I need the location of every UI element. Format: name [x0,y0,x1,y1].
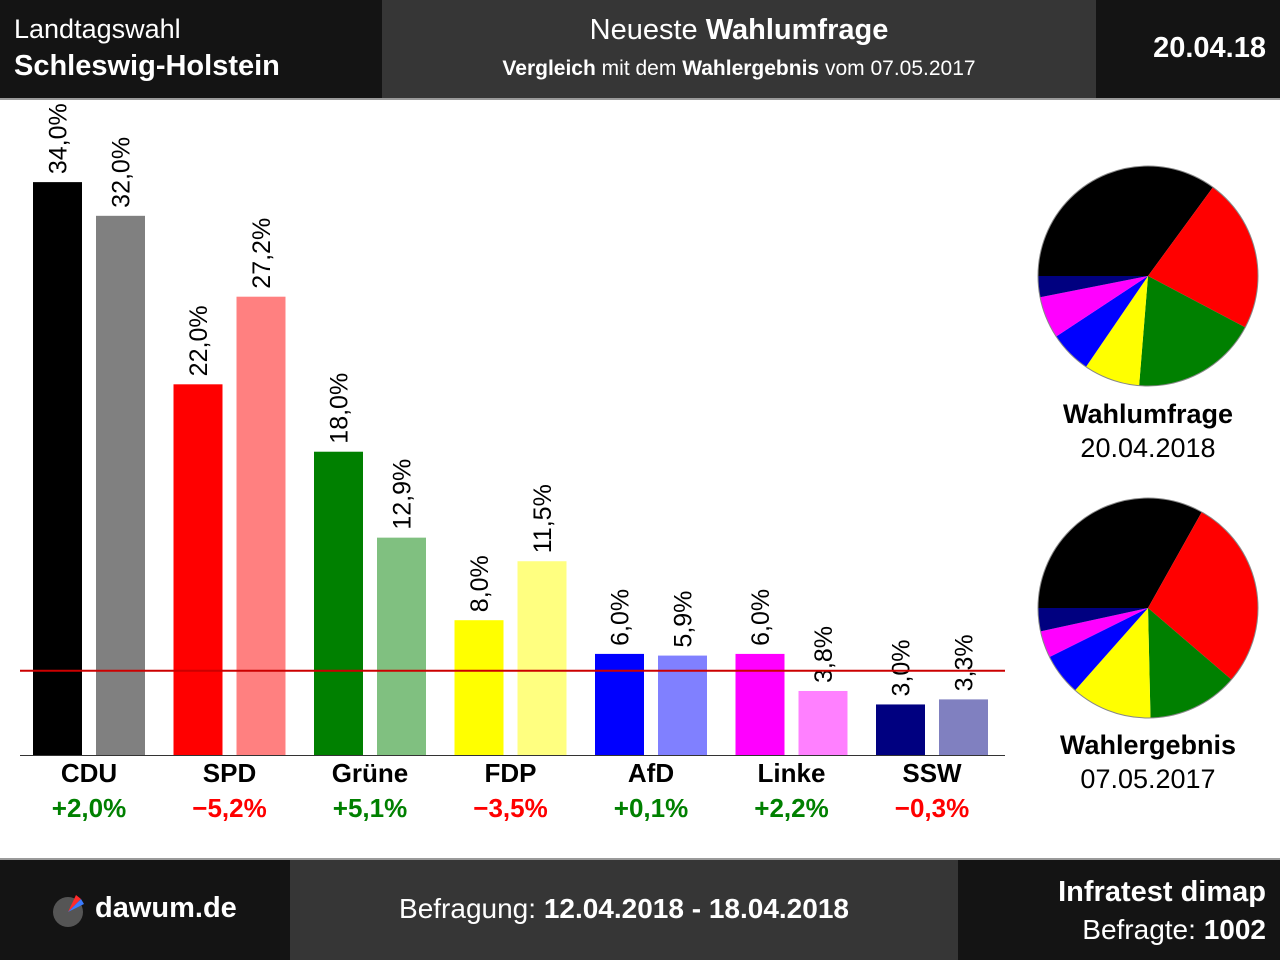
bar-value-label: 12,9% [389,459,417,530]
bar-linke-ergebnis [798,690,848,755]
bar-afd-umfrage [595,653,644,755]
difference-label: +2,2% [754,793,828,823]
chart-area: 34,0% 32,0% CDU +2,0% 22,0% 27,2% SPD −5,2% 18,0… [20,103,1259,823]
bar-value-label: 32,0% [108,137,136,208]
respondents: Befragte: 1002 [1082,914,1266,946]
respondents-value: 1002 [1203,914,1266,945]
difference-label: +0,1% [614,793,688,823]
pie-ergebnis-slice-spd [1148,512,1259,680]
pie-umfrage-slice-grüne [1139,276,1246,387]
bar-spd-umfrage [173,384,223,755]
bar-grüne-ergebnis [377,537,426,755]
pie-umfrage-slice-ssw [1038,276,1148,298]
footer-left: dawum.de [0,860,290,960]
subtitle-plain-1: mit dem [601,57,677,80]
difference-label: +2,0% [52,793,126,823]
bar-ssw-ergebnis [939,699,988,755]
pie-umfrage-subtitle: 20.04.2018 [1080,433,1215,463]
bar-value-label: 5,9% [670,591,698,648]
header-divider [0,98,1280,100]
respondents-label: Befragte: [1082,914,1196,945]
title-bold: Wahlumfrage [705,14,889,46]
title-plain: Neueste [589,14,698,46]
institute-name: Infratest dimap [1058,876,1266,908]
pie-ergebnis-outline [1037,497,1259,719]
footer-divider [0,858,1280,860]
state-name: Schleswig-Holstein [14,50,280,82]
difference-label: +5,1% [333,793,407,823]
bar-value-label: 18,0% [326,373,354,444]
difference-label: −0,3% [895,793,969,823]
pie-ergebnis-slice-afd [1049,608,1148,691]
bar-cdu-ergebnis [96,215,145,756]
bar-value-label: 34,0% [45,103,73,174]
bar-fdp-ergebnis [517,561,567,755]
bar-value-label: 11,5% [529,484,557,553]
dawum-logo-icon [53,895,84,927]
bar-ssw-umfrage [876,704,925,755]
footer-right: Infratest dimap Befragte: 1002 [958,860,1280,960]
category-label: SSW [902,758,962,788]
category-label: Grüne [332,758,409,788]
bar-afd-ergebnis [658,655,707,755]
bar-value-label: 6,0% [747,589,775,646]
header-subtitle: Vergleich mit dem Wahlergebnis vom 07.05… [382,57,1096,81]
footer-center: Befragung: 12.04.2018 - 18.04.2018 [290,860,958,960]
bar-linke-umfrage [735,653,785,755]
pie-umfrage-slice-linke [1040,276,1148,337]
header: Landtagswahl Schleswig-Holstein Neueste … [0,0,1280,98]
survey-period: Befragung: 12.04.2018 - 18.04.2018 [290,893,958,925]
subtitle-bold-1: Vergleich [502,57,596,80]
pie-umfrage-outline [1037,165,1259,387]
pie-ergebnis-slice-grüne [1148,608,1232,718]
survey-label: Befragung: [399,893,537,924]
pie-ergebnis-slice-linke [1040,608,1148,658]
bar-fdp-umfrage [454,620,504,755]
header-right: 20.04.18 [1096,0,1280,98]
bar-cdu-umfrage [33,182,82,755]
pie-ergebnis-slice-cdu [1038,497,1202,608]
category-label: Linke [758,758,826,788]
pie-ergebnis-subtitle: 07.05.2017 [1080,764,1215,794]
pie-ergebnis-title: Wahlergebnis [1060,730,1236,760]
category-label: FDP [485,758,537,788]
header-left: Landtagswahl Schleswig-Holstein [0,0,382,98]
subtitle-plain-2: vom 07.05.2017 [824,57,976,80]
bar-grüne-umfrage [314,451,363,755]
difference-label: −3,5% [473,793,547,823]
subtitle-bold-2: Wahlergebnis [682,57,820,80]
footer: dawum.de Befragung: 12.04.2018 - 18.04.2… [0,860,1280,960]
header-center: Neueste Wahlumfrage Vergleich mit dem Wa… [382,0,1096,98]
bar-value-label: 8,0% [466,555,494,612]
bar-spd-ergebnis [236,296,286,755]
bar-value-label: 6,0% [607,589,635,646]
header-date: 20.04.18 [1153,32,1266,64]
pie-umfrage-slice-afd [1056,276,1148,367]
bar-value-label: 3,3% [951,634,979,691]
pie-umfrage-slice-cdu [1038,166,1213,276]
pie-ergebnis-slice-fdp [1075,608,1151,718]
pie-umfrage-title: Wahlumfrage [1063,399,1233,429]
bar-value-label: 27,2% [248,218,276,289]
bar-value-label: 3,0% [888,639,916,696]
bar-value-label: 3,8% [810,626,838,683]
difference-label: −5,2% [192,793,266,823]
logo-text: dawum.de [95,892,237,924]
pie-umfrage-slice-spd [1148,187,1258,328]
bar-value-label: 22,0% [185,305,213,376]
pie-umfrage-slice-fdp [1085,276,1148,386]
category-label: SPD [203,758,256,788]
survey-dates: 12.04.2018 - 18.04.2018 [543,893,849,924]
category-label: CDU [61,758,117,788]
election-type: Landtagswahl [14,14,181,44]
header-title: Neueste Wahlumfrage [382,14,1096,47]
pie-ergebnis-slice-ssw [1038,608,1148,632]
category-label: AfD [628,758,674,788]
